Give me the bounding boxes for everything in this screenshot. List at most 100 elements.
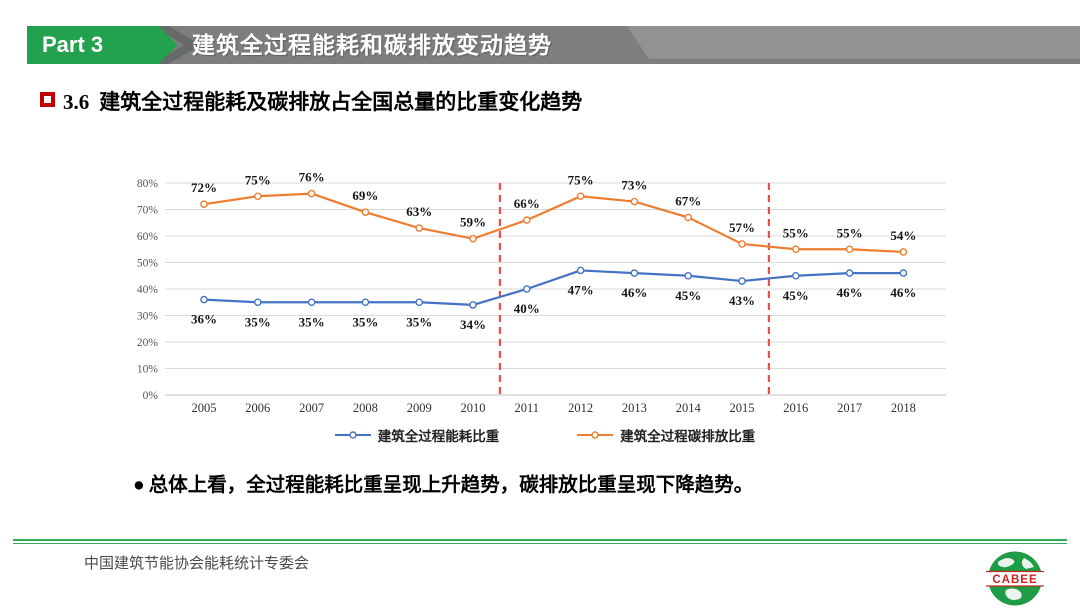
data-label: 35% xyxy=(406,314,432,329)
data-point-marker xyxy=(684,213,693,222)
section-title-text: 建筑全过程能耗及碳排放占全国总量的比重变化趋势 xyxy=(99,90,583,114)
chart-legend: 建筑全过程能耗比重 建筑全过程碳排放比重 xyxy=(130,425,960,445)
series-line xyxy=(203,269,904,306)
data-label: 40% xyxy=(514,301,540,316)
data-label: 67% xyxy=(675,193,701,208)
conclusion-text: 总体上看，全过程能耗比重呈现上升趋势，碳排放比重呈现下降趋势。 xyxy=(148,475,754,496)
data-label: 75% xyxy=(568,172,594,187)
part-label: Part 3 xyxy=(27,26,178,64)
data-point-marker xyxy=(522,216,531,224)
globe-icon: CABEE xyxy=(983,551,1047,606)
x-tick-label: 2007 xyxy=(299,401,324,415)
x-tick-label: 2015 xyxy=(730,401,755,415)
x-tick-label: 2005 xyxy=(192,401,217,415)
section-title: 3.6 建筑全过程能耗及碳排放占全国总量的比重变化趋势 xyxy=(63,86,582,116)
data-point-marker xyxy=(254,298,262,307)
x-tick-label: 2006 xyxy=(245,401,270,415)
data-label: 35% xyxy=(352,314,378,329)
y-tick-label: 30% xyxy=(137,311,159,323)
data-point-marker xyxy=(738,277,746,285)
data-label: 46% xyxy=(621,285,647,300)
data-point-marker xyxy=(576,192,585,201)
legend-item: 建筑全过程能耗比重 xyxy=(334,425,499,445)
data-label: 63% xyxy=(406,204,432,219)
legend-item: 建筑全过程碳排放比重 xyxy=(577,425,755,445)
y-tick-label: 80% xyxy=(137,178,159,190)
data-label: 59% xyxy=(460,215,486,230)
data-point-marker xyxy=(307,189,316,198)
series-line xyxy=(203,192,904,253)
data-label: 45% xyxy=(783,288,809,303)
data-point-marker xyxy=(469,301,477,309)
data-label: 46% xyxy=(837,285,863,300)
data-point-marker xyxy=(522,285,531,293)
data-label: 55% xyxy=(783,225,809,240)
conclusion-bullet: ● 总体上看，全过程能耗比重呈现上升趋势，碳排放比重呈现下降趋势。 xyxy=(133,468,753,497)
y-tick-label: 70% xyxy=(137,205,159,217)
footer-divider xyxy=(13,539,1067,544)
data-label: 57% xyxy=(729,220,755,235)
legend-marker-icon xyxy=(577,431,614,439)
y-tick-label: 60% xyxy=(137,231,159,243)
x-tick-label: 2018 xyxy=(891,401,916,415)
data-point-marker xyxy=(684,271,693,280)
data-point-marker xyxy=(469,234,477,243)
svg-text:CABEE: CABEE xyxy=(992,574,1037,586)
x-tick-label: 2016 xyxy=(783,401,808,415)
data-point-marker xyxy=(792,245,800,254)
data-point-marker xyxy=(899,248,908,256)
data-point-marker xyxy=(576,266,585,275)
data-point-marker xyxy=(361,298,370,307)
data-point-marker xyxy=(254,192,262,201)
data-point-marker xyxy=(738,240,746,248)
data-point-marker xyxy=(200,200,208,209)
data-label: 35% xyxy=(299,314,325,329)
section-heading: 3.6 建筑全过程能耗及碳排放占全国总量的比重变化趋势 xyxy=(40,86,582,116)
x-tick-label: 2011 xyxy=(515,401,540,415)
section-marker-icon xyxy=(40,92,55,107)
data-point-marker xyxy=(899,269,908,277)
data-point-marker xyxy=(361,208,370,216)
data-label: 72% xyxy=(191,180,217,195)
bullet-icon: ● xyxy=(133,475,145,496)
x-tick-label: 2012 xyxy=(568,401,593,415)
data-point-marker xyxy=(630,197,639,206)
legend-marker-icon xyxy=(334,431,371,439)
data-label: 73% xyxy=(621,178,647,193)
chart-plot-area: 0% 10% 20% 30% 40% 50% 60% 70% 80% 2005 2006 2007 20… xyxy=(137,170,946,415)
x-tick-label: 2017 xyxy=(837,401,862,415)
data-label: 45% xyxy=(675,288,701,303)
data-point-marker xyxy=(845,245,854,254)
x-tick-label: 2010 xyxy=(461,401,486,415)
data-point-marker xyxy=(415,298,424,307)
line-chart: 0% 10% 20% 30% 40% 50% 60% 70% 80% 2005 2006 2007 20… xyxy=(130,166,960,452)
x-tick-label: 2013 xyxy=(622,401,647,415)
y-tick-label: 40% xyxy=(137,284,159,296)
x-tick-label: 2014 xyxy=(676,401,702,415)
data-point-marker xyxy=(792,271,800,280)
data-label: 75% xyxy=(245,172,271,187)
x-tick-label: 2008 xyxy=(353,401,378,415)
data-point-marker xyxy=(200,295,208,304)
cabee-logo: CABEE xyxy=(983,550,1047,607)
x-tick-label: 2009 xyxy=(407,401,432,415)
banner-title: 建筑全过程能耗和碳排放变动趋势 xyxy=(192,32,552,58)
data-label: 54% xyxy=(890,228,916,243)
data-point-marker xyxy=(630,269,639,277)
data-point-marker xyxy=(845,269,854,277)
data-point-marker xyxy=(307,298,316,307)
header-banner: Part 3 建筑全过程能耗和碳排放变动趋势 xyxy=(27,26,1080,64)
data-label: 66% xyxy=(514,196,540,211)
data-label: 76% xyxy=(299,170,325,185)
section-number: 3.6 xyxy=(63,90,90,114)
data-label: 47% xyxy=(568,282,594,297)
y-tick-label: 0% xyxy=(143,390,159,402)
y-tick-label: 10% xyxy=(137,364,159,376)
footer-org-name: 中国建筑节能协会能耗统计专委会 xyxy=(84,555,310,572)
y-tick-label: 20% xyxy=(137,337,159,349)
data-label: 43% xyxy=(729,293,755,308)
data-label: 46% xyxy=(890,285,916,300)
data-label: 35% xyxy=(245,314,271,329)
data-point-marker xyxy=(415,224,424,232)
